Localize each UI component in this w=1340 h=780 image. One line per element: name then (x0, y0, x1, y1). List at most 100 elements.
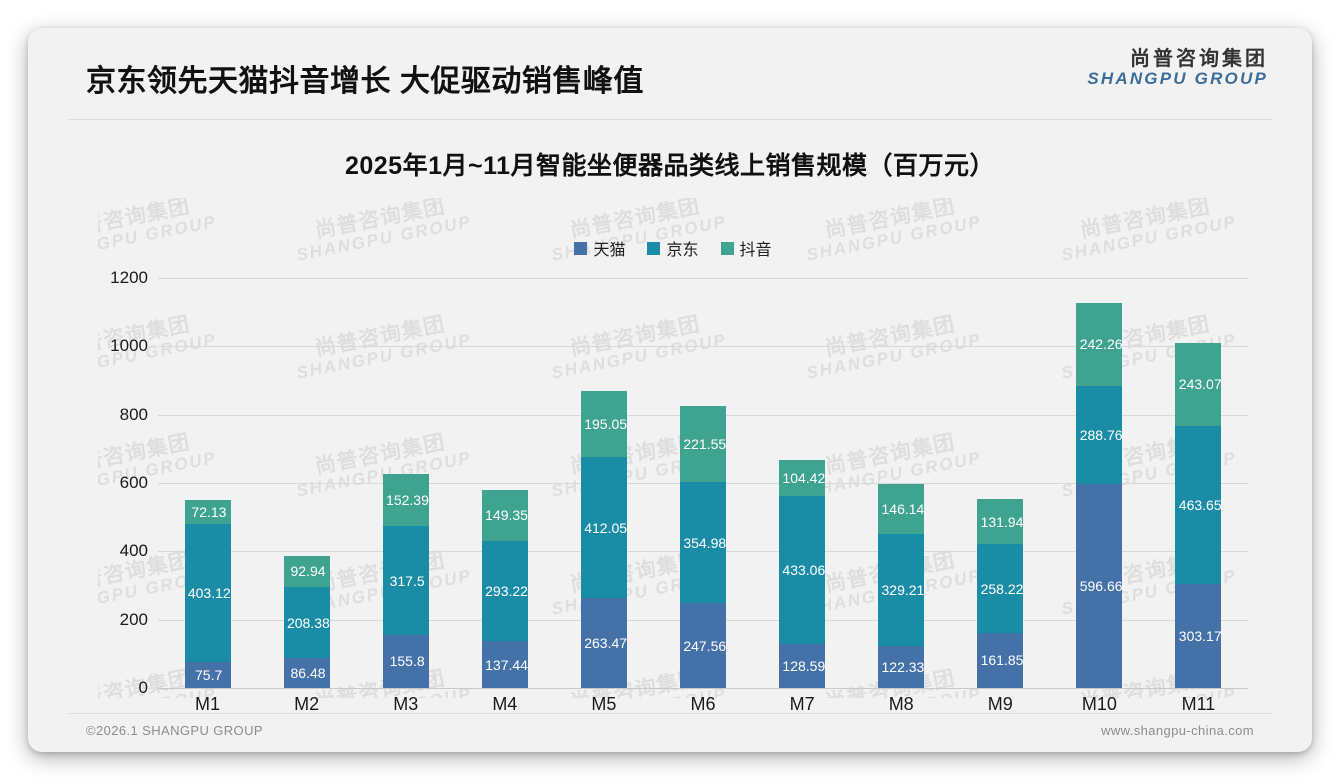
x-axis-tick-label: M6 (690, 694, 716, 714)
x-axis-tick-label: M1 (195, 694, 221, 714)
bar-segment[interactable]: 104.42 (779, 460, 825, 497)
bar-value-label: 303.17 (1178, 628, 1222, 645)
bar-value-label: 128.59 (782, 658, 826, 675)
bar-segment[interactable]: 221.55 (680, 406, 726, 483)
bar-stack: 137.44 293.22 149.35 (481, 489, 528, 688)
bar-segment[interactable]: 161.85 (977, 632, 1024, 688)
legend-item-0[interactable]: 天猫 (574, 236, 625, 260)
chart-bars: 75.7 403.12 72.13 86.48 208.38 92.94 155.8 317.… (158, 278, 1248, 688)
bar-value-label: 122.33 (881, 659, 925, 676)
bar-stack: 128.59 433.06 104.42 (779, 460, 825, 688)
chart-plot-area: 尚普咨询集团 SHANGPU GROUP 尚普咨询集团 SHANGPU GROUP 尚普… (98, 198, 1248, 714)
brand-logo-cn: 尚普咨询集团 (1130, 48, 1268, 70)
bar-segment[interactable]: 242.26 (1076, 302, 1123, 386)
bar-segment[interactable]: 155.8 (382, 634, 429, 688)
bar-stack: 75.7 403.12 72.13 (184, 499, 231, 688)
bar-column-m1[interactable]: 75.7 403.12 72.13 (158, 278, 257, 688)
bar-segment[interactable]: 152.39 (382, 474, 429, 527)
bar-segment[interactable]: 128.59 (779, 644, 825, 688)
bar-segment[interactable]: 258.22 (977, 544, 1023, 633)
bar-segment[interactable]: 354.98 (680, 482, 726, 604)
bar-column-m11[interactable]: 303.17 463.65 243.07 (1149, 278, 1248, 688)
bar-segment[interactable]: 122.33 (878, 646, 924, 688)
bar-segment[interactable]: 247.56 (680, 603, 726, 688)
bar-value-label: 463.65 (1178, 497, 1222, 514)
bar-segment[interactable]: 463.65 (1175, 426, 1222, 585)
bar-segment[interactable]: 149.35 (481, 489, 528, 541)
bar-segment[interactable]: 596.66 (1076, 484, 1123, 688)
legend-swatch-icon (720, 241, 734, 255)
bar-segment[interactable]: 317.5 (382, 526, 429, 635)
y-axis-tick-label: 200 (119, 609, 148, 629)
bar-segment[interactable]: 403.12 (184, 524, 231, 663)
bar-value-label: 137.44 (485, 656, 528, 673)
footer-divider (68, 713, 1272, 714)
bar-segment[interactable]: 137.44 (481, 641, 528, 688)
bar-segment[interactable]: 208.38 (283, 587, 330, 659)
bar-column-m5[interactable]: 263.47 412.05 195.05 (554, 278, 653, 688)
bar-column-m6[interactable]: 247.56 354.98 221.55 (653, 278, 752, 688)
y-axis-tick-label: 0 (138, 678, 148, 697)
bar-segment[interactable]: 433.06 (779, 496, 825, 645)
bar-value-label: 329.21 (881, 581, 925, 598)
gridline (158, 278, 1248, 279)
bar-segment[interactable]: 72.13 (184, 499, 231, 525)
bar-value-label: 146.14 (881, 500, 925, 517)
bar-value-label: 152.39 (386, 492, 429, 509)
bar-stack: 122.33 329.21 146.14 (878, 483, 925, 688)
bar-column-m9[interactable]: 161.85 258.22 131.94 (951, 278, 1050, 688)
bar-value-label: 208.38 (286, 614, 330, 631)
slide-header: 京东领先天猫抖音增长 大促驱动销售峰值 尚普咨询集团 SHANGPU GROUP (28, 28, 1312, 120)
x-axis-tick-label: M3 (393, 694, 419, 714)
bar-segment[interactable]: 195.05 (580, 390, 628, 458)
bar-value-label: 596.66 (1079, 578, 1123, 595)
chart-legend: 天猫 京东 抖音 (98, 236, 1248, 260)
bar-value-label: 155.8 (389, 653, 425, 670)
bar-column-m8[interactable]: 122.33 329.21 146.14 (852, 278, 951, 688)
bar-segment[interactable]: 293.22 (481, 540, 528, 642)
bar-column-m7[interactable]: 128.59 433.06 104.42 (753, 278, 852, 688)
bar-segment[interactable]: 131.94 (977, 499, 1024, 545)
bar-segment[interactable]: 329.21 (878, 533, 925, 647)
bar-value-label: 242.26 (1079, 336, 1123, 353)
bar-segment[interactable]: 288.76 (1076, 385, 1123, 485)
bar-segment[interactable]: 75.7 (184, 662, 231, 688)
bar-value-label: 161.85 (980, 652, 1024, 669)
bar-segment[interactable]: 243.07 (1175, 342, 1222, 427)
chart-axis-line (158, 688, 1248, 689)
bar-segment[interactable]: 146.14 (878, 483, 925, 534)
gridline (158, 346, 1248, 348)
bar-column-m3[interactable]: 155.8 317.5 152.39 (356, 278, 455, 688)
bar-value-label: 92.94 (290, 563, 326, 580)
bar-value-label: 75.7 (195, 667, 223, 684)
bar-value-label: 317.5 (389, 572, 425, 589)
bar-segment[interactable]: 303.17 (1175, 584, 1222, 688)
bar-value-label: 243.07 (1178, 376, 1222, 393)
bar-segment[interactable]: 263.47 (580, 597, 627, 688)
bar-value-label: 86.48 (290, 665, 326, 682)
bar-value-label: 412.05 (584, 519, 628, 536)
legend-swatch-icon (647, 241, 661, 255)
bar-column-m2[interactable]: 86.48 208.38 92.94 (257, 278, 356, 688)
bar-column-m4[interactable]: 137.44 293.22 149.35 (455, 278, 554, 688)
header-divider (68, 119, 1272, 120)
bar-stack: 596.66 288.76 242.26 (1076, 302, 1123, 688)
bar-segment[interactable]: 412.05 (580, 457, 628, 598)
legend-item-1[interactable]: 京东 (647, 236, 699, 260)
bar-column-m10[interactable]: 596.66 288.76 242.26 (1050, 278, 1149, 688)
chart-x-axis: M1 M2 M3 M4 M5 M6 M7 M8 M9 M10 M11 (158, 688, 1248, 722)
bar-stack: 161.85 258.22 131.94 (977, 499, 1023, 688)
legend-swatch-icon (574, 241, 588, 255)
x-axis-tick-label: M9 (987, 694, 1013, 714)
legend-item-2[interactable]: 抖音 (720, 236, 772, 260)
bar-segment[interactable]: 92.94 (283, 555, 330, 588)
bar-value-label: 288.76 (1079, 426, 1123, 443)
bar-value-label: 131.94 (980, 513, 1024, 530)
bar-segment[interactable]: 86.48 (283, 658, 330, 688)
bar-value-label: 195.05 (584, 415, 628, 432)
slide-canvas: 京东领先天猫抖音增长 大促驱动销售峰值 尚普咨询集团 SHANGPU GROUP… (28, 28, 1312, 752)
legend-label: 京东 (666, 242, 699, 259)
bar-value-label: 403.12 (187, 585, 231, 602)
x-axis-tick-label: M10 (1081, 694, 1117, 714)
page-title: 京东领先天猫抖音增长 大促驱动销售峰值 (86, 65, 644, 98)
